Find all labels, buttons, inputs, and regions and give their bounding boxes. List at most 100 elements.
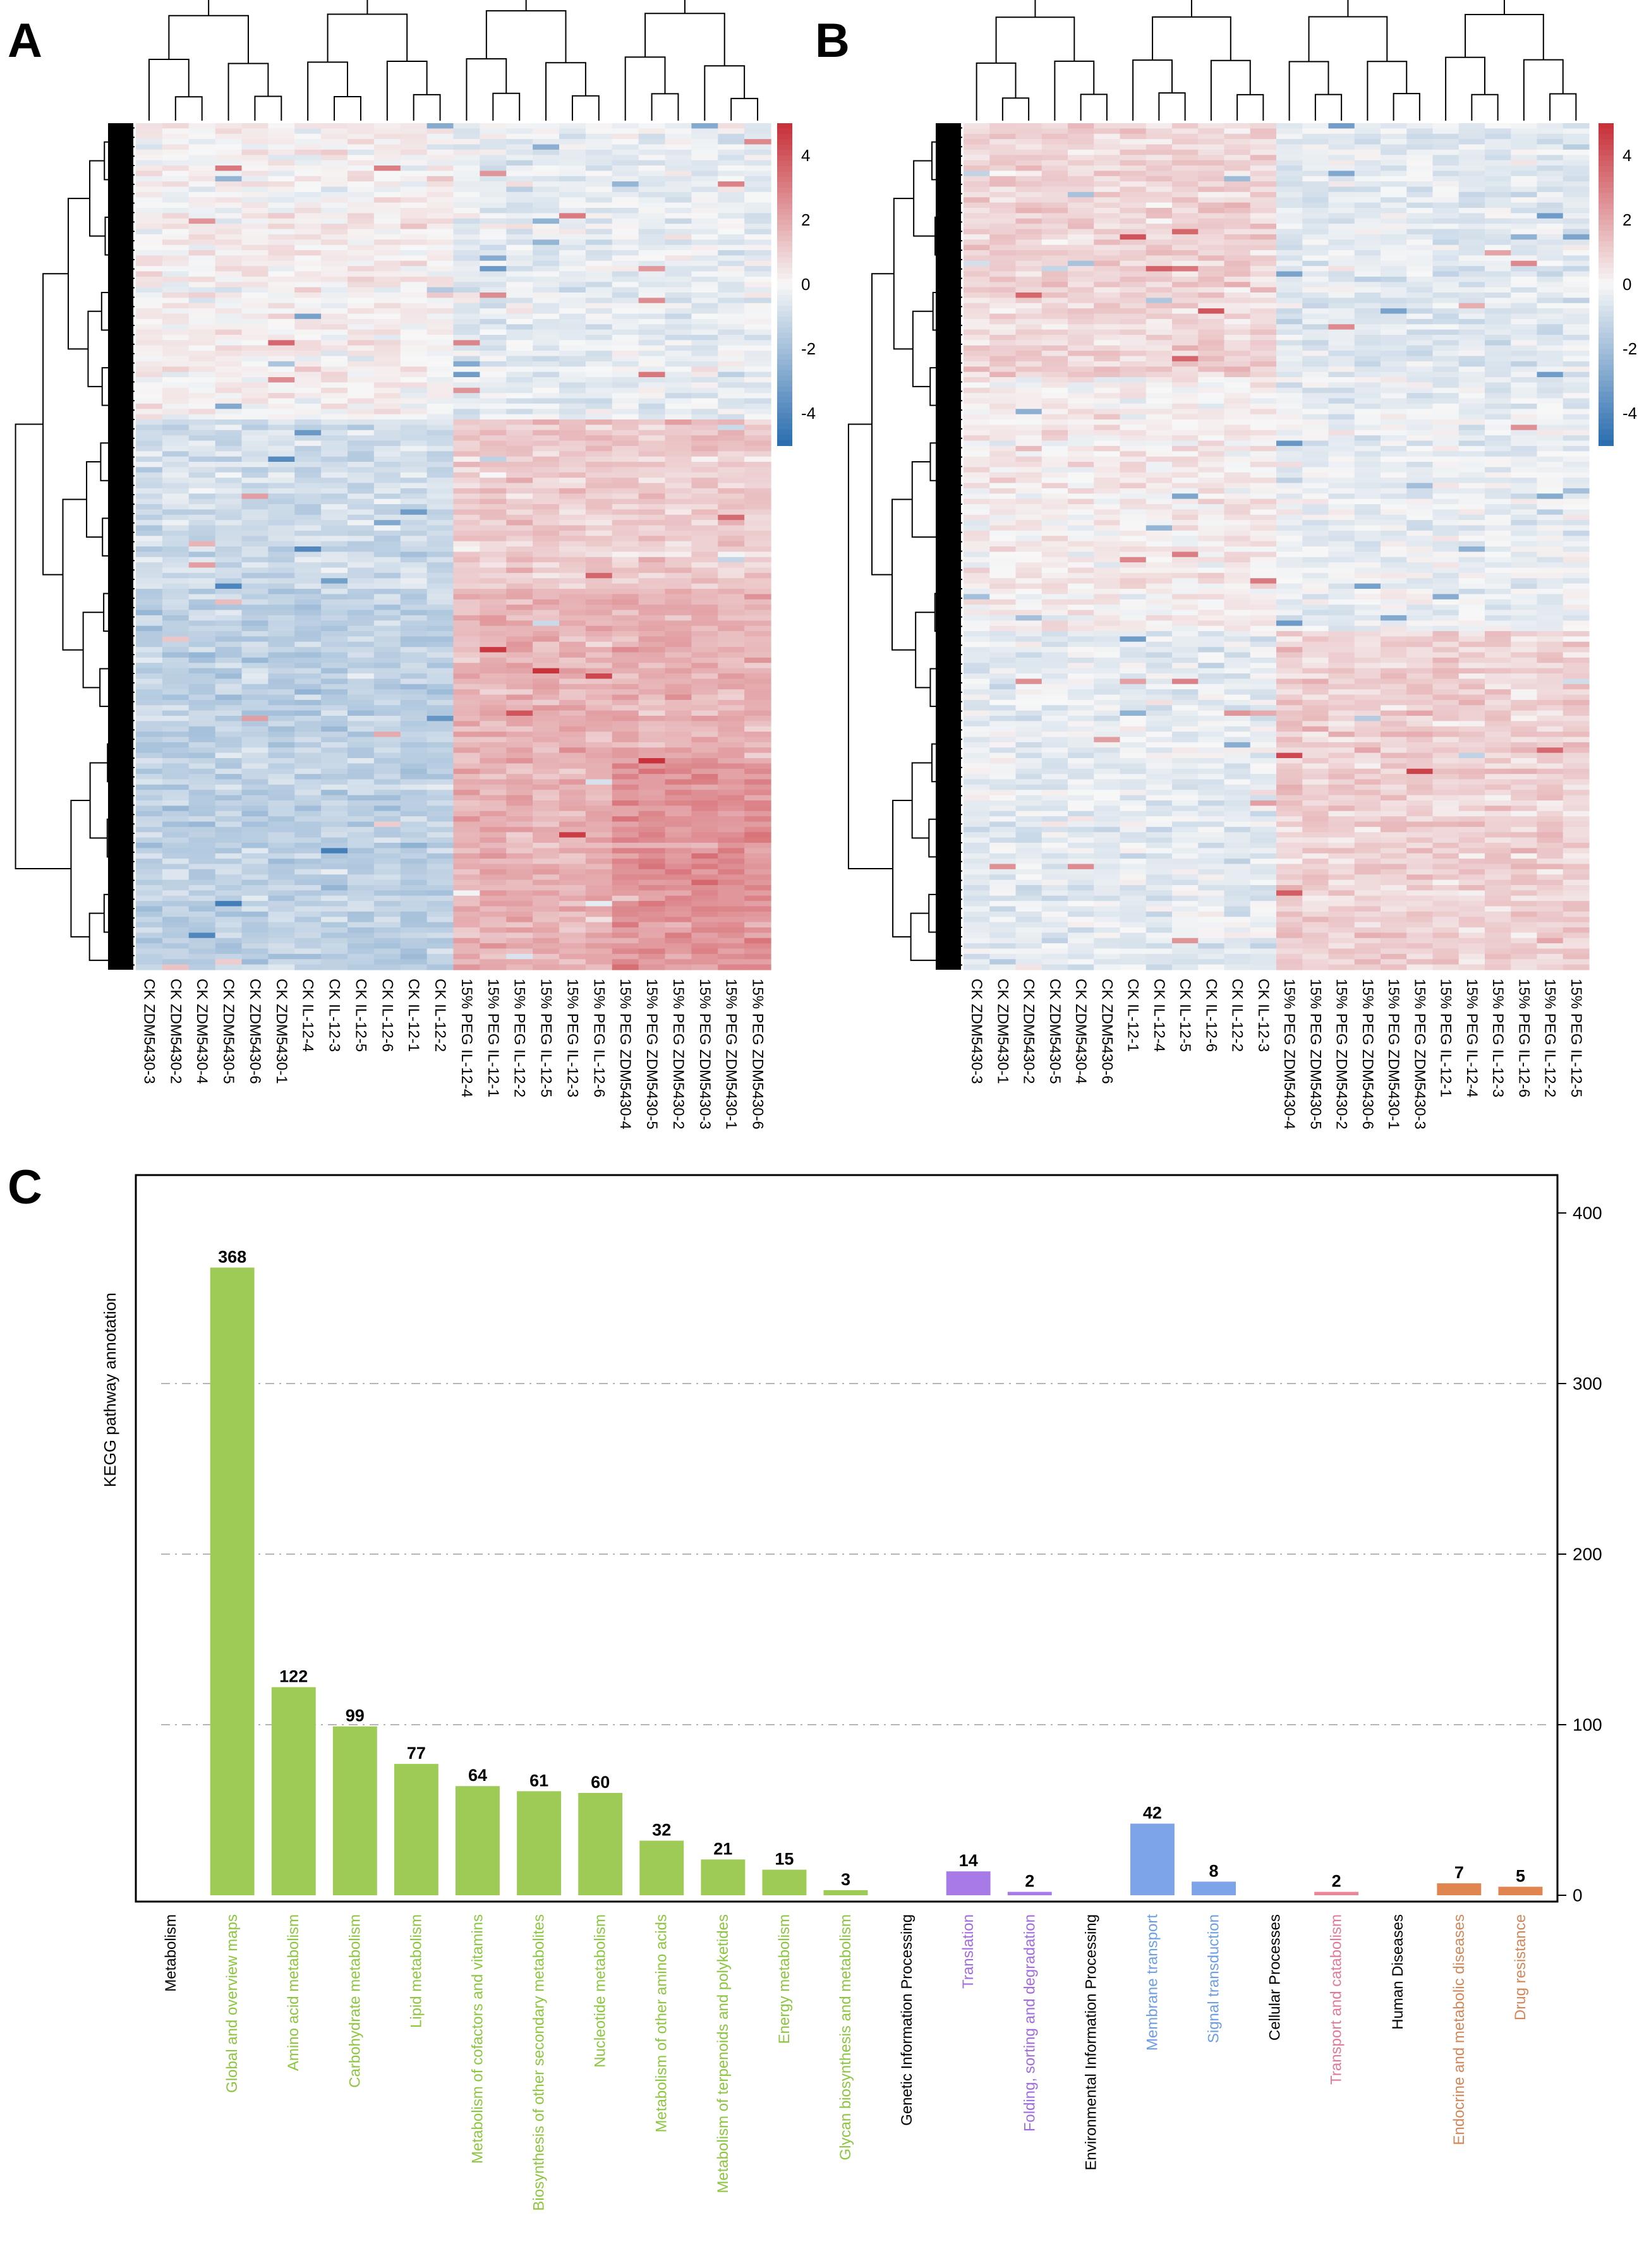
heatmap-cell xyxy=(665,498,692,505)
heatmap-cell xyxy=(533,260,560,267)
heatmap-cell xyxy=(718,488,745,494)
heatmap-cell xyxy=(400,456,428,462)
heatmap-cell xyxy=(1041,287,1068,293)
heatmap-cell xyxy=(348,218,375,224)
heatmap-cell xyxy=(718,684,745,690)
heatmap-cell xyxy=(348,514,375,521)
heatmap-cell xyxy=(136,922,163,928)
heatmap-cell xyxy=(744,160,771,166)
heatmap-cell xyxy=(638,843,666,848)
heatmap-cell xyxy=(612,652,639,658)
heatmap-cell xyxy=(533,572,560,579)
heatmap-cell xyxy=(1094,250,1121,256)
heatmap-cell xyxy=(162,244,190,251)
heatmap-cell xyxy=(744,826,771,833)
heatmap-cell xyxy=(162,647,190,653)
heatmap-cell xyxy=(188,208,216,214)
heatmap-cell xyxy=(612,620,639,627)
heatmap-cell xyxy=(321,155,348,161)
heatmap-cell xyxy=(691,435,718,442)
heatmap-cell xyxy=(400,747,428,754)
heatmap-cell xyxy=(162,218,190,224)
heatmap-cell xyxy=(1224,202,1251,208)
heatmap-cell xyxy=(268,922,295,928)
heatmap-cell xyxy=(321,504,348,510)
heatmap-cell xyxy=(559,133,586,140)
heatmap-cell xyxy=(1381,133,1407,140)
heatmap-cell xyxy=(533,478,560,484)
heatmap-cell xyxy=(638,409,666,415)
heatmap-cell xyxy=(559,805,586,812)
heatmap-cell xyxy=(989,171,1017,177)
heatmap-cell xyxy=(1381,144,1407,150)
heatmap-cell xyxy=(136,752,163,759)
heatmap-cell xyxy=(136,335,163,341)
heatmap-cell xyxy=(744,536,771,542)
heatmap-cell xyxy=(989,202,1017,208)
heatmap-cell xyxy=(480,425,507,431)
heatmap-cell xyxy=(1250,276,1277,282)
color-scale-step xyxy=(777,166,792,172)
heatmap-cell xyxy=(453,340,480,346)
heatmap-cell xyxy=(612,578,639,584)
heatmap-cell xyxy=(321,679,348,685)
heatmap-cell xyxy=(585,202,613,208)
heatmap-cell xyxy=(1068,303,1094,309)
heatmap-cell xyxy=(585,520,613,526)
heatmap-cell xyxy=(559,287,586,293)
heatmap-cell xyxy=(426,541,454,547)
column-dendrogram-branch xyxy=(1132,59,1173,121)
heatmap-cell xyxy=(215,520,243,526)
heatmap-cell xyxy=(294,589,322,594)
heatmap-cell xyxy=(294,218,322,224)
heatmap-cell xyxy=(348,652,375,658)
heatmap-cell xyxy=(400,318,428,325)
column-dendrogram-branch xyxy=(307,61,348,121)
heatmap-cell xyxy=(241,260,269,267)
heatmap-cell xyxy=(241,176,269,182)
heatmap-cell xyxy=(241,371,269,378)
row-dendrogram-branch xyxy=(847,423,893,869)
heatmap-cell xyxy=(241,710,269,716)
heatmap-cell xyxy=(294,509,322,516)
color-scale-step xyxy=(777,150,792,156)
heatmap-cell xyxy=(136,652,163,658)
heatmap-cell xyxy=(691,293,718,298)
heatmap-cell xyxy=(268,313,295,320)
column-label: CK ZDM5430-1 xyxy=(273,979,290,1084)
column-label: 15% PEG IL-12-1 xyxy=(485,979,502,1097)
heatmap-cell xyxy=(506,155,533,161)
heatmap-cell xyxy=(559,710,586,716)
row-dendrogram-branch xyxy=(913,160,936,237)
heatmap-cell xyxy=(638,657,666,663)
color-scale-step xyxy=(777,306,792,312)
heatmap-cell xyxy=(188,149,216,155)
heatmap-cell xyxy=(1224,149,1251,155)
heatmap-cell xyxy=(691,176,718,182)
heatmap-cell xyxy=(585,467,613,473)
heatmap-cell xyxy=(294,737,322,743)
heatmap-cell xyxy=(533,287,560,293)
heatmap-cell xyxy=(268,589,295,594)
heatmap-cell xyxy=(373,171,401,177)
heatmap-cell xyxy=(453,932,480,939)
heatmap-cell xyxy=(1406,287,1434,293)
heatmap-cell xyxy=(585,493,613,500)
heatmap-cell xyxy=(691,440,718,447)
heatmap-cell xyxy=(188,387,216,394)
heatmap-cell xyxy=(559,472,586,478)
heatmap-cell xyxy=(533,133,560,140)
heatmap-cell xyxy=(480,250,507,256)
heatmap-cell xyxy=(559,779,586,785)
heatmap-cell xyxy=(480,356,507,362)
heatmap-cell xyxy=(373,572,401,579)
heatmap-cell xyxy=(480,208,507,214)
heatmap-cell xyxy=(348,874,375,881)
heatmap-cell xyxy=(321,308,348,315)
heatmap-cell xyxy=(188,927,216,933)
heatmap-cell xyxy=(691,716,718,721)
heatmap-cell xyxy=(480,784,507,790)
heatmap-cell xyxy=(215,620,243,627)
heatmap-cell xyxy=(533,139,560,145)
heatmap-cell xyxy=(1381,155,1407,161)
